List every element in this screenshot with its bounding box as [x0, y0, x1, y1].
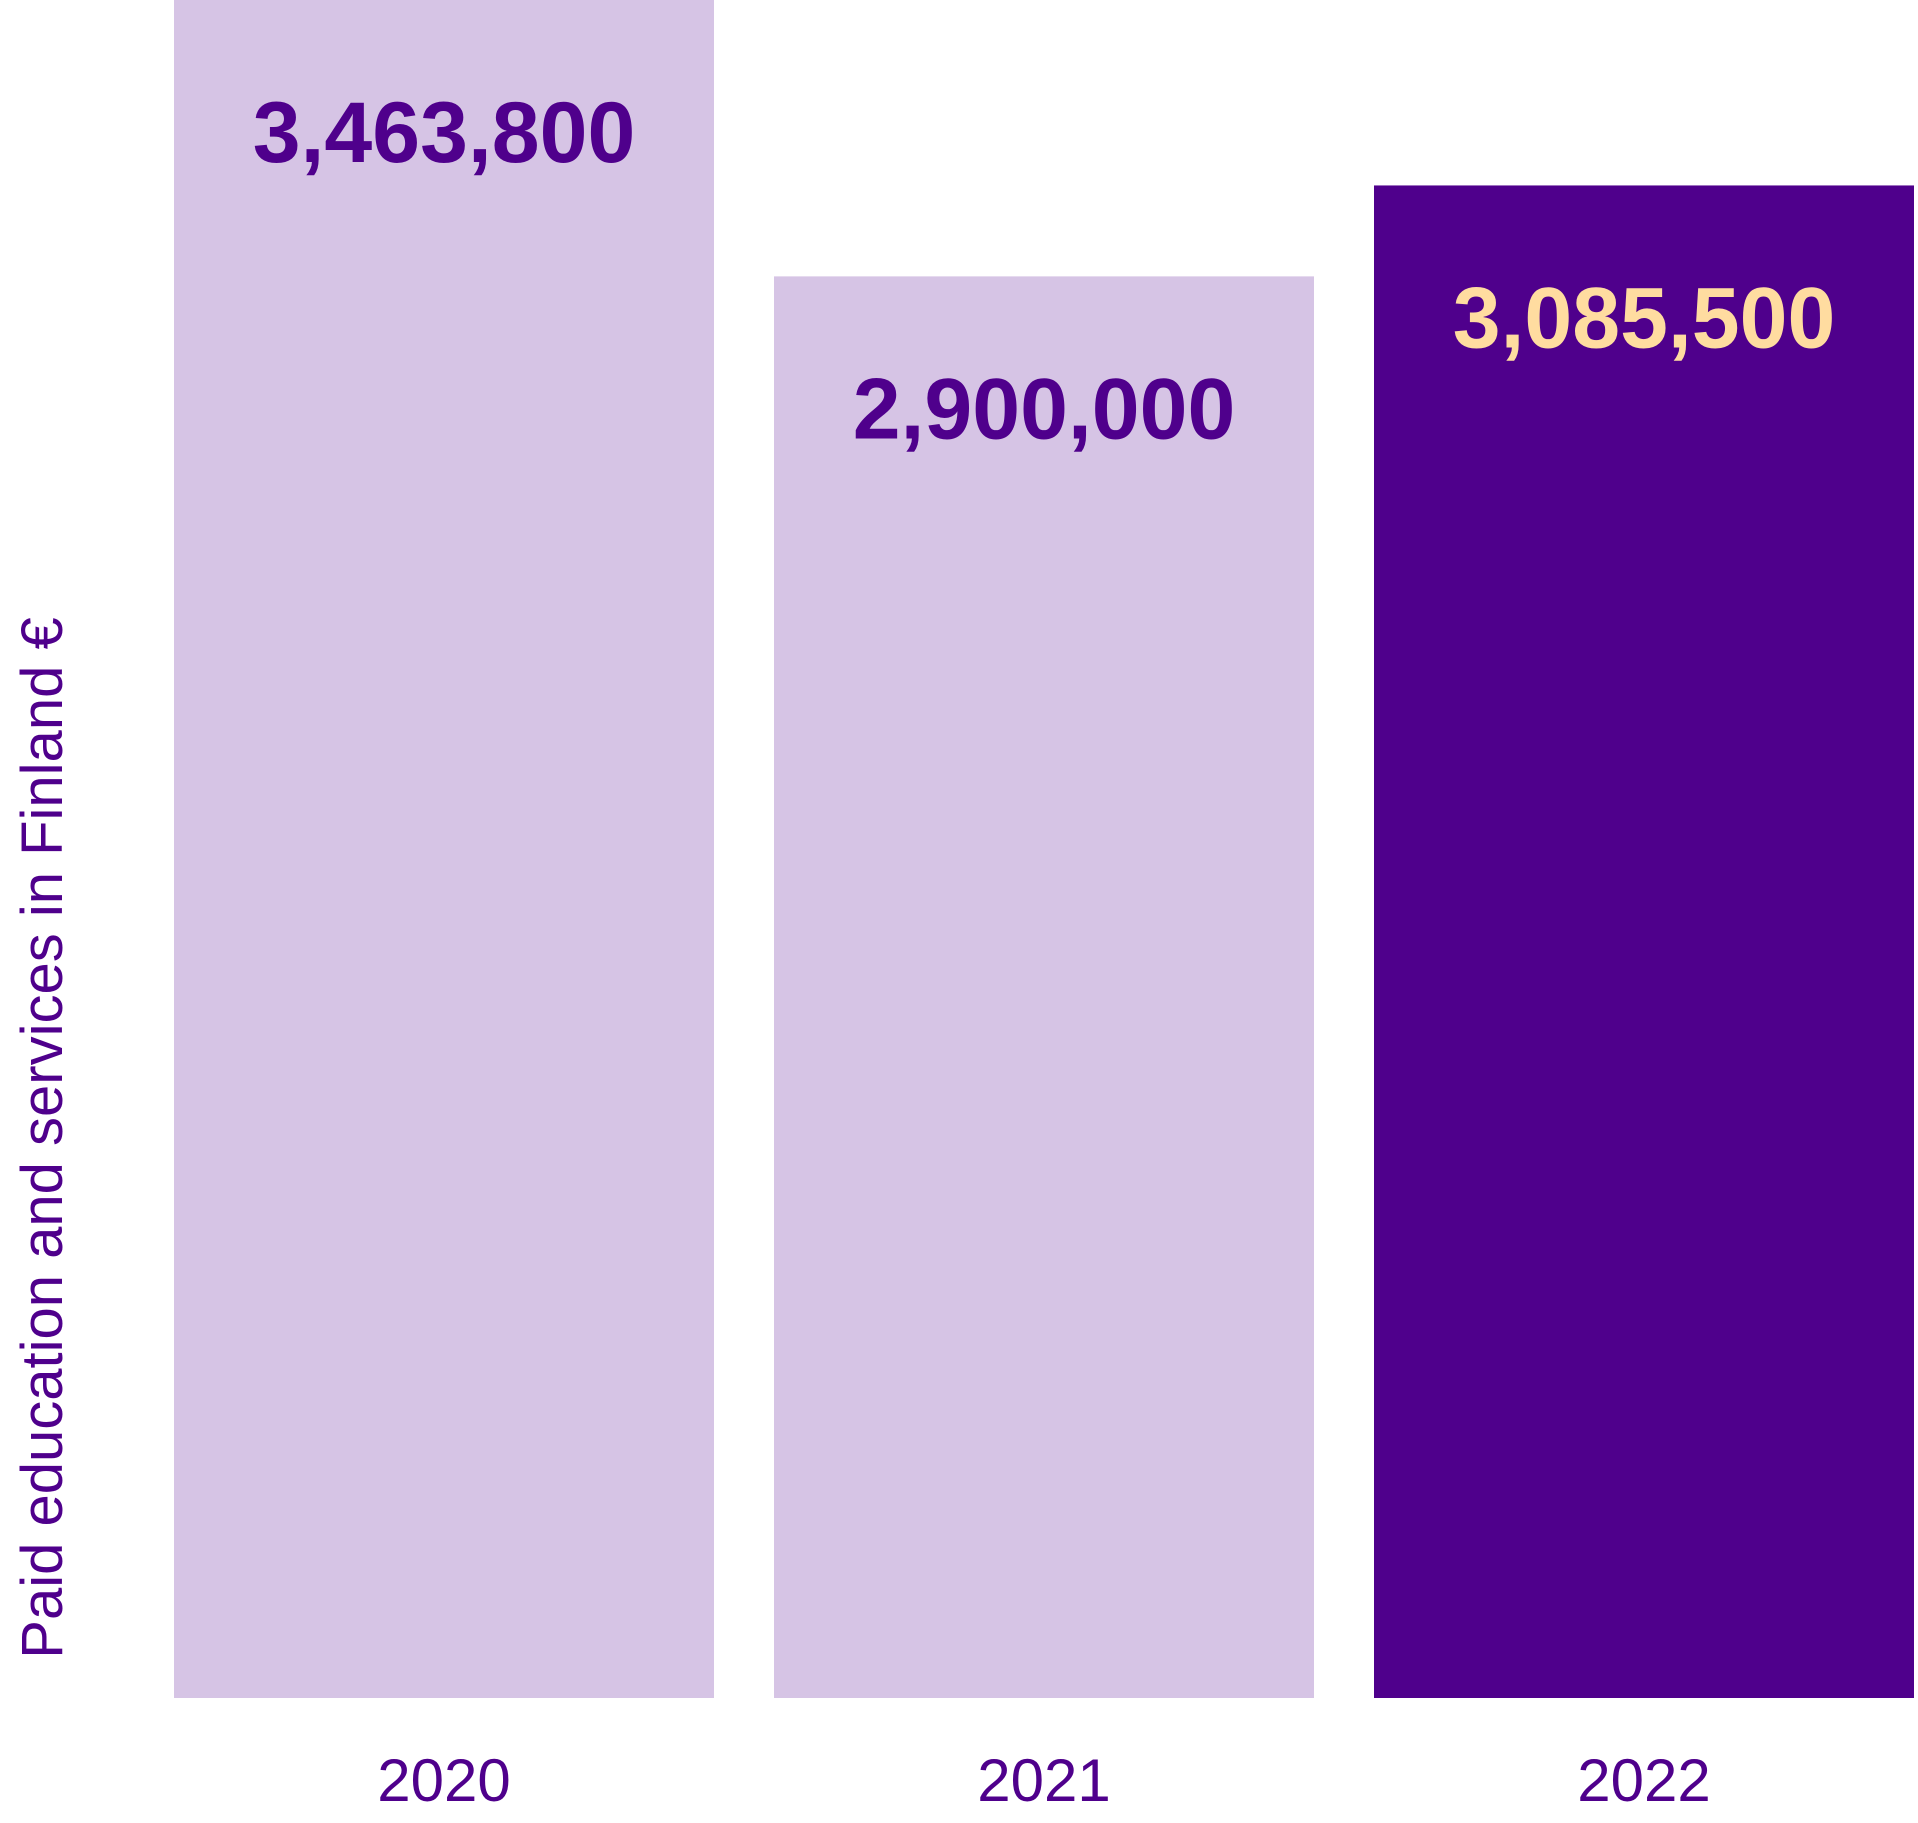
data-label-2022: 3,085,500 — [1453, 270, 1836, 366]
bar-2022 — [1374, 185, 1914, 1698]
bar-2020 — [174, 0, 714, 1699]
y-axis-label: Paid education and services in Finland € — [10, 617, 75, 1658]
x-tick-label-2022: 2022 — [1577, 1747, 1710, 1814]
data-label-2021: 2,900,000 — [853, 361, 1236, 457]
bar-2021 — [774, 276, 1314, 1699]
x-tick-label-2020: 2020 — [377, 1747, 510, 1814]
x-tick-label-2021: 2021 — [977, 1747, 1110, 1814]
data-label-2020: 3,463,800 — [253, 85, 636, 181]
